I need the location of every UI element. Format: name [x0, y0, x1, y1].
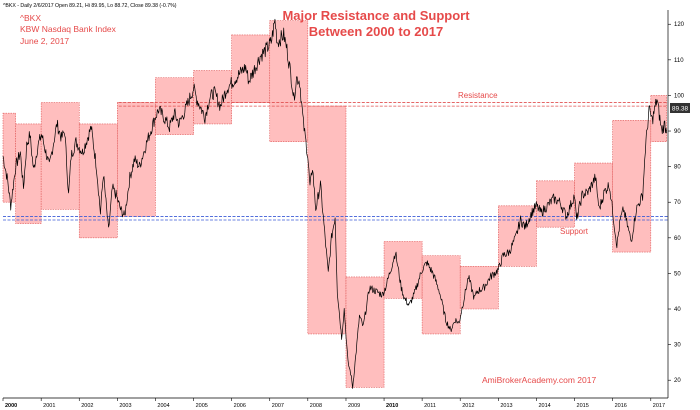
range-boxes	[2, 20, 667, 388]
x-tick-label: 2017	[653, 403, 665, 409]
range-box	[421, 255, 461, 335]
range-box	[498, 205, 537, 267]
last-price-tag-bg	[670, 103, 690, 113]
chart-title-line1: Major Resistance and Support	[282, 8, 470, 23]
range-box	[2, 112, 16, 203]
range-box	[269, 20, 309, 143]
range-box	[345, 276, 385, 388]
price-line	[2, 18, 667, 389]
x-tick-label: 2009	[348, 403, 360, 409]
x-tick-label: 2016	[615, 403, 627, 409]
support-label: Support	[560, 227, 589, 236]
y-tick-label: 110	[674, 58, 684, 64]
range-box	[574, 162, 613, 217]
range-box	[40, 102, 80, 210]
x-tick-label: 2010	[386, 403, 398, 409]
x-tick-label: 2002	[81, 403, 93, 409]
x-tick-label: 2003	[119, 403, 131, 409]
range-box	[231, 34, 271, 103]
range-box	[78, 123, 118, 239]
last-price-tag: 89.38	[670, 103, 690, 113]
range-box	[536, 180, 575, 228]
y-tick-label: 30	[674, 343, 681, 349]
range-box	[117, 102, 156, 217]
y-tick-label: 70	[674, 200, 681, 206]
y-tick-label: 100	[674, 93, 685, 99]
x-tick-label: 2008	[310, 403, 322, 409]
y-tick-label: 120	[674, 22, 685, 28]
y-tick-label: 90	[674, 129, 681, 135]
level-lines	[3, 102, 668, 221]
watermark-text: AmiBrokerAcademy.com 2017	[482, 375, 596, 385]
info-name: KBW Nasdaq Bank Index	[20, 24, 117, 34]
info-date: June 2, 2017	[20, 36, 69, 46]
chart-title-line2: Between 2000 to 2017	[309, 24, 443, 39]
y-tick-label: 60	[674, 236, 681, 242]
x-tick-label: 2015	[577, 403, 589, 409]
price-series	[2, 18, 667, 389]
info-symbol: ^BKX	[20, 13, 41, 23]
x-tick-label: 2012	[462, 403, 474, 409]
header-info: ^BKX - Daily 2/6/2017 Open 89.21, Hi 89.…	[3, 3, 177, 9]
x-tick-label: 2005	[196, 403, 208, 409]
x-tick-label: 2011	[424, 403, 436, 409]
x-tick-label: 2014	[538, 403, 550, 409]
y-tick-label: 80	[674, 165, 681, 171]
x-tick-label: 2004	[157, 403, 169, 409]
x-tick-label: 2006	[234, 403, 246, 409]
y-tick-label: 40	[674, 307, 681, 313]
last-price-value: 89.38	[672, 106, 689, 113]
y-tick-label: 20	[674, 378, 681, 384]
resistance-label: Resistance	[458, 91, 498, 100]
y-tick-label: 50	[674, 271, 681, 277]
range-box	[383, 241, 423, 299]
x-tick-label: 2007	[272, 403, 284, 409]
axes: 20 30 40 50 60 70 80 90 100 110 120 2000 2001 2002 200…	[2, 10, 685, 409]
x-tick-label: 2013	[500, 403, 512, 409]
range-box	[15, 123, 42, 224]
x-tick-label: 2001	[43, 403, 55, 409]
x-tick-label: 2000	[5, 403, 17, 409]
